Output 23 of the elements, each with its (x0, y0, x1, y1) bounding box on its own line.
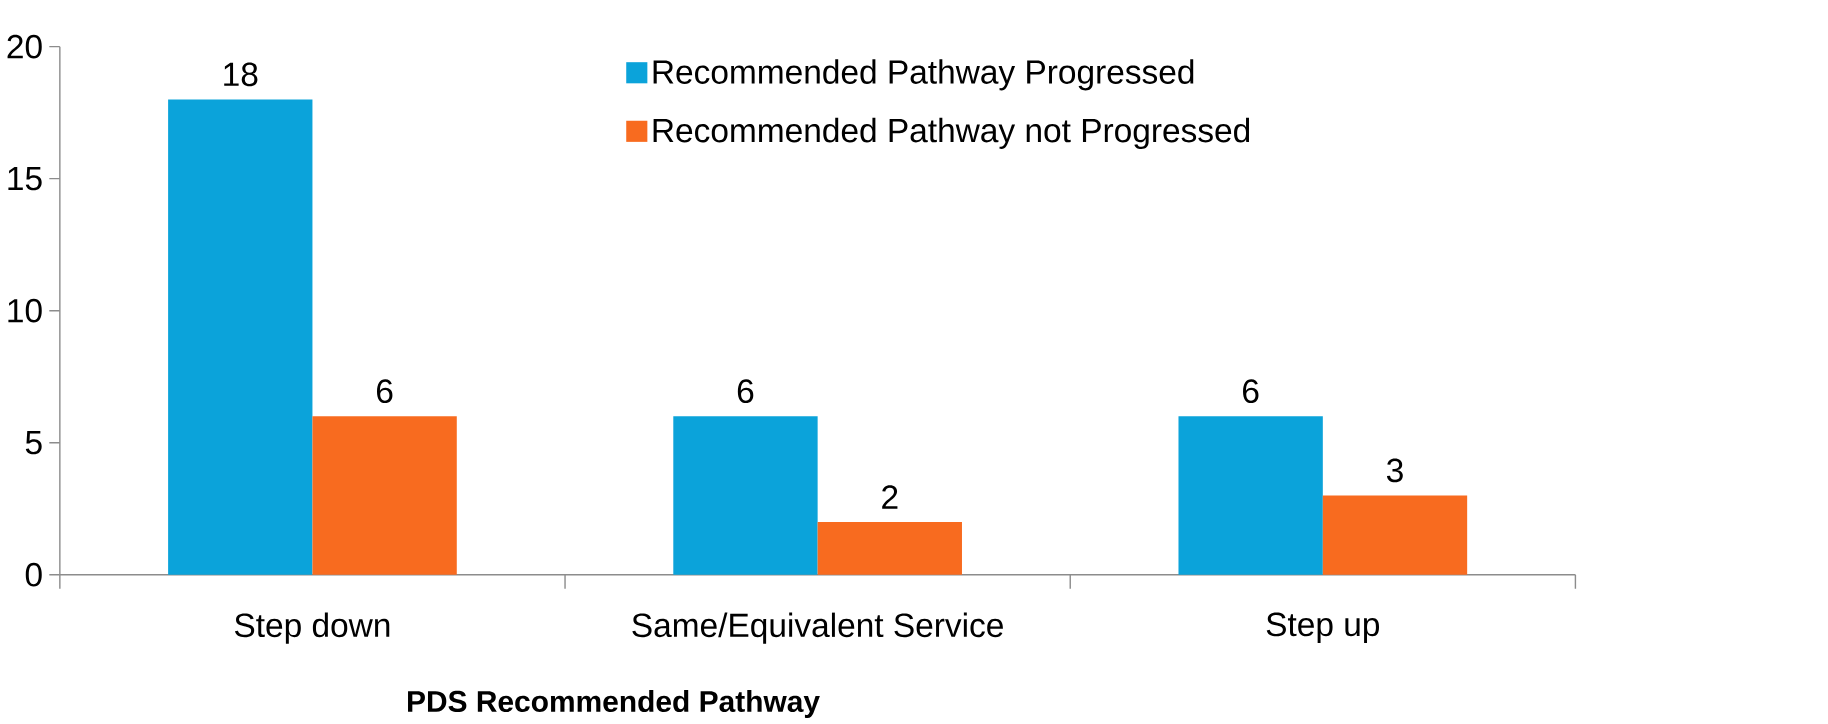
x-axis-title: PDS Recommended Pathway (408, 690, 820, 719)
y-tick-label: 5 (25, 431, 42, 455)
data-label: 6 (1243, 379, 1259, 404)
legend-label: Recommended Pathway not Progressed (653, 117, 1250, 150)
legend-label: Recommended Pathway Progressed (653, 59, 1194, 91)
bar (673, 416, 818, 575)
x-tick-label: Step down (234, 612, 390, 644)
bar (312, 416, 457, 575)
y-tick-label: 20 (7, 34, 42, 59)
data-label: 18 (224, 62, 258, 87)
y-tick-label: 0 (25, 562, 42, 587)
data-label: 6 (377, 379, 393, 404)
x-tick-label: Step up (1266, 612, 1380, 643)
bar (168, 99, 313, 575)
data-label: 2 (882, 485, 898, 509)
data-label: 6 (737, 379, 754, 404)
data-label: 3 (1386, 458, 1403, 483)
x-tick-label: Same/Equivalent Service (632, 612, 1003, 644)
bar (1322, 495, 1468, 575)
bar (1178, 416, 1323, 575)
bar (817, 521, 962, 575)
y-tick-label: 10 (8, 298, 42, 323)
y-tick-label: 15 (8, 167, 42, 191)
